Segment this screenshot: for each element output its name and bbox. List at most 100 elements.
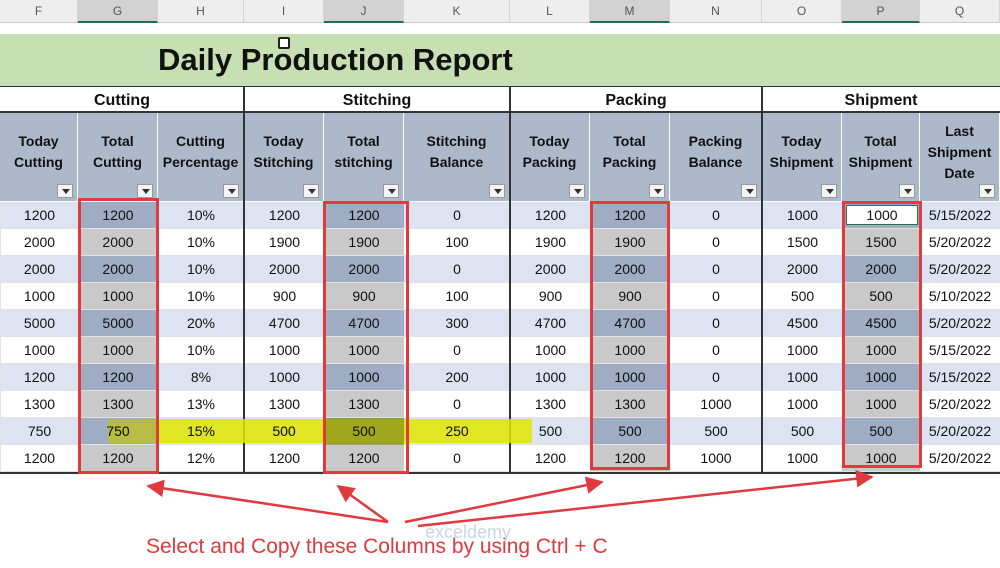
table-cell[interactable]: 1200 (324, 445, 404, 472)
table-cell[interactable]: 10% (158, 229, 244, 256)
filter-dropdown-icon[interactable] (383, 184, 399, 198)
active-cell-indicator[interactable] (846, 205, 918, 225)
table-cell[interactable]: 0 (670, 337, 762, 364)
table-cell[interactable]: 900 (324, 283, 404, 310)
table-cell[interactable]: 10% (158, 337, 244, 364)
table-cell[interactable]: 5/20/2022 (920, 445, 1000, 472)
table-cell[interactable]: 1000 (762, 364, 842, 391)
table-cell[interactable]: 1200 (0, 364, 78, 391)
table-cell[interactable]: 1000 (842, 391, 920, 418)
table-cell[interactable]: 0 (670, 256, 762, 283)
table-cell[interactable]: 2000 (842, 256, 920, 283)
table-cell[interactable]: 1000 (842, 364, 920, 391)
table-cell[interactable]: 4700 (244, 310, 324, 337)
table-cell[interactable]: 900 (590, 283, 670, 310)
table-cell[interactable]: 13% (158, 391, 244, 418)
table-cell[interactable]: 0 (404, 391, 510, 418)
filter-dropdown-icon[interactable] (569, 184, 585, 198)
table-cell[interactable]: 1200 (590, 202, 670, 229)
excel-column-header-J[interactable]: J (324, 0, 404, 23)
table-cell[interactable]: 1300 (590, 391, 670, 418)
excel-column-header-G[interactable]: G (78, 0, 158, 23)
table-cell[interactable]: 2000 (510, 256, 590, 283)
table-cell[interactable]: 0 (670, 310, 762, 337)
table-cell[interactable]: 5/10/2022 (920, 283, 1000, 310)
table-cell[interactable]: 5/15/2022 (920, 364, 1000, 391)
table-cell[interactable]: 2000 (244, 256, 324, 283)
table-cell[interactable]: 1900 (590, 229, 670, 256)
excel-column-header-F[interactable]: F (0, 0, 78, 23)
filter-dropdown-icon[interactable] (649, 184, 665, 198)
excel-column-header-P[interactable]: P (842, 0, 920, 23)
table-cell[interactable]: 1000 (78, 283, 158, 310)
table-cell[interactable]: 2000 (590, 256, 670, 283)
table-cell[interactable]: 4500 (842, 310, 920, 337)
table-cell[interactable]: 1200 (0, 445, 78, 472)
table-cell[interactable]: 2000 (762, 256, 842, 283)
table-cell[interactable]: 750 (0, 418, 78, 445)
table-cell[interactable]: 1000 (762, 202, 842, 229)
filter-dropdown-icon[interactable] (821, 184, 837, 198)
table-cell[interactable]: 500 (670, 418, 762, 445)
filter-dropdown-icon[interactable] (57, 184, 73, 198)
table-cell[interactable]: 1300 (78, 391, 158, 418)
highlighted-cell[interactable]: 500 (324, 418, 404, 445)
table-cell[interactable]: 1200 (324, 202, 404, 229)
excel-column-header-I[interactable]: I (244, 0, 324, 23)
excel-column-header-H[interactable]: H (158, 0, 244, 23)
table-cell[interactable]: 4700 (324, 310, 404, 337)
table-cell[interactable]: 0 (670, 229, 762, 256)
table-cell[interactable]: 5000 (0, 310, 78, 337)
table-cell[interactable]: 2000 (78, 256, 158, 283)
table-cell[interactable]: 1200 (78, 445, 158, 472)
table-cell[interactable]: 0 (404, 256, 510, 283)
excel-column-header-O[interactable]: O (762, 0, 842, 23)
table-cell[interactable]: 1000 (670, 445, 762, 472)
table-cell[interactable]: 100 (404, 283, 510, 310)
excel-column-header-K[interactable]: K (404, 0, 510, 23)
table-cell[interactable]: 1000 (842, 337, 920, 364)
table-cell[interactable]: 1500 (842, 229, 920, 256)
filter-dropdown-icon[interactable] (899, 184, 915, 198)
table-cell[interactable]: 1200 (78, 202, 158, 229)
table-cell[interactable]: 1000 (244, 364, 324, 391)
table-cell[interactable]: 10% (158, 202, 244, 229)
table-cell[interactable]: 5/20/2022 (920, 229, 1000, 256)
filter-dropdown-icon[interactable] (489, 184, 505, 198)
table-cell[interactable]: 2000 (0, 256, 78, 283)
table-cell[interactable]: 4500 (762, 310, 842, 337)
table-cell[interactable]: 300 (404, 310, 510, 337)
table-cell[interactable]: 1000 (0, 283, 78, 310)
table-cell[interactable]: 0 (670, 364, 762, 391)
table-cell[interactable]: 4700 (590, 310, 670, 337)
filter-dropdown-icon[interactable] (223, 184, 239, 198)
table-cell[interactable]: 5/15/2022 (920, 202, 1000, 229)
table-cell[interactable]: 5/20/2022 (920, 256, 1000, 283)
table-cell[interactable]: 1900 (324, 229, 404, 256)
table-cell[interactable]: 0 (404, 445, 510, 472)
table-cell[interactable]: 1200 (244, 202, 324, 229)
filter-dropdown-icon[interactable] (137, 184, 153, 198)
excel-column-header-N[interactable]: N (670, 0, 762, 23)
table-cell[interactable]: 1000 (324, 337, 404, 364)
filter-dropdown-icon[interactable] (303, 184, 319, 198)
excel-column-header-M[interactable]: M (590, 0, 670, 23)
table-cell[interactable]: 100 (404, 229, 510, 256)
table-cell[interactable]: 0 (404, 337, 510, 364)
table-cell[interactable]: 500 (842, 283, 920, 310)
table-cell[interactable]: 5/20/2022 (920, 310, 1000, 337)
table-cell[interactable]: 1300 (0, 391, 78, 418)
active-cell-value[interactable]: 1000 (866, 207, 898, 223)
highlighted-cell[interactable]: 750 (106, 423, 130, 439)
table-cell[interactable]: 12% (158, 445, 244, 472)
table-cell[interactable]: 1000 (324, 364, 404, 391)
filter-dropdown-icon[interactable] (741, 184, 757, 198)
table-cell[interactable]: 200 (404, 364, 510, 391)
table-cell[interactable]: 20% (158, 310, 244, 337)
table-cell[interactable]: 1000 (0, 337, 78, 364)
table-cell[interactable]: 5/15/2022 (920, 337, 1000, 364)
table-cell[interactable]: 10% (158, 256, 244, 283)
table-cell[interactable]: 0 (670, 283, 762, 310)
table-cell[interactable]: 2000 (0, 229, 78, 256)
highlighted-cell[interactable]: 15% (186, 423, 216, 439)
